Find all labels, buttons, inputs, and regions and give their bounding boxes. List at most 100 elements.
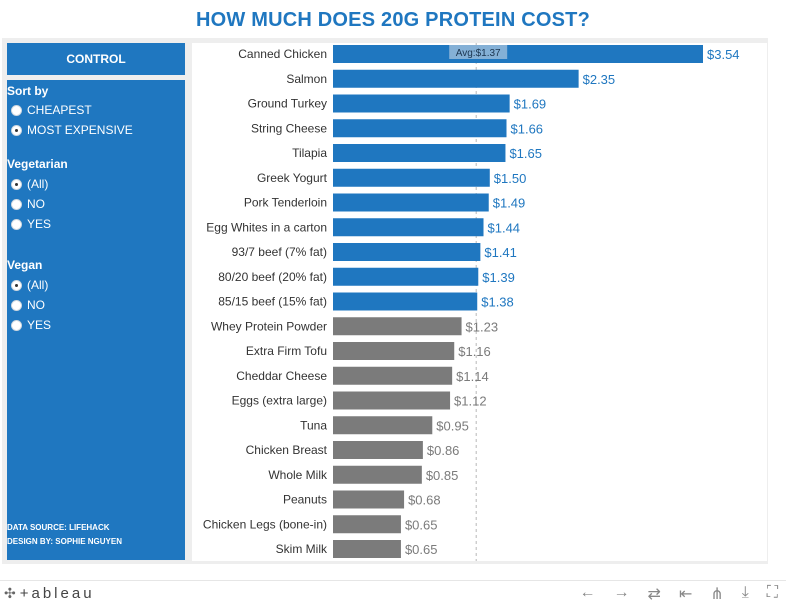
radio-vegetarian-all[interactable]: (All) <box>11 176 48 192</box>
radio-button-checked-icon <box>11 279 22 291</box>
bar[interactable] <box>333 168 490 187</box>
radio-vegan-no[interactable]: NO <box>11 297 45 313</box>
category-label: Canned Chicken <box>238 47 327 61</box>
bar[interactable] <box>333 292 478 311</box>
value-label: $1.12 <box>454 394 487 409</box>
category-label: 80/20 beef (20% fat) <box>218 270 327 284</box>
bar[interactable] <box>333 366 453 385</box>
category-label: Peanuts <box>283 493 327 507</box>
bar[interactable] <box>333 416 433 435</box>
value-label: $1.65 <box>509 146 542 161</box>
radio-button-icon <box>11 104 22 116</box>
protein-cost-bar-chart: Canned Chicken $3.54 Salmon $2.35 Ground Tur… <box>203 43 740 561</box>
value-label: $1.38 <box>481 295 514 310</box>
bar[interactable] <box>333 465 422 484</box>
radio-label: (All) <box>27 177 49 191</box>
value-label: $2.35 <box>583 72 616 87</box>
bar[interactable] <box>333 69 579 88</box>
chart-panel: Canned Chicken $3.54 Salmon $2.35 Ground Tur… <box>192 43 767 561</box>
radio-vegetarian-no[interactable]: NO <box>11 196 45 212</box>
bar[interactable] <box>333 540 401 558</box>
data-source-text: DATA SOURCE: LIFEHACK <box>7 523 110 532</box>
reset-icon[interactable]: ⇤ <box>678 586 693 603</box>
category-label: Salmon <box>286 72 327 86</box>
bar[interactable] <box>333 243 481 261</box>
radio-button-checked-icon <box>11 178 22 190</box>
category-label: Ground Turkey <box>248 97 327 111</box>
fullscreen-icon[interactable]: ⛶ <box>766 584 778 601</box>
share-icon[interactable]: ⋔ <box>710 586 724 603</box>
bar[interactable] <box>333 342 455 360</box>
category-label: Greek Yogurt <box>257 171 328 185</box>
value-label: $1.39 <box>482 270 515 285</box>
category-label: Whole Milk <box>268 468 328 482</box>
radio-label: CHEAPEST <box>27 103 92 117</box>
bar[interactable] <box>333 267 479 286</box>
credits: DATA SOURCE: LIFEHACK DESIGN BY: SOPHIE … <box>7 521 122 549</box>
value-label: $0.85 <box>426 468 459 483</box>
average-label-box <box>449 45 508 59</box>
radio-label: YES <box>27 318 52 332</box>
category-label: Chicken Legs (bone-in) <box>203 517 327 531</box>
bar[interactable] <box>333 144 506 162</box>
radio-button-icon <box>11 319 22 331</box>
tableau-mark-icon: ✣ <box>4 585 16 601</box>
category-label: Tilapia <box>292 146 327 160</box>
value-label: $1.23 <box>466 319 499 334</box>
category-label: Skim Milk <box>276 542 328 556</box>
radio-vegan-yes[interactable]: YES <box>11 317 51 333</box>
download-icon[interactable]: ⤓ <box>741 584 749 601</box>
vegan-label: Vegan <box>7 258 43 272</box>
radio-vegetarian-yes[interactable]: YES <box>11 216 51 232</box>
radio-label: MOST EXPENSIVE <box>27 123 133 137</box>
value-label: $1.41 <box>484 245 517 260</box>
radio-label: NO <box>27 197 45 211</box>
value-label: $1.50 <box>494 171 527 186</box>
value-label: $1.66 <box>511 121 544 136</box>
undo-icon[interactable]: ← <box>579 584 596 601</box>
category-label: Extra Firm Tofu <box>246 344 327 358</box>
bar[interactable] <box>333 193 489 212</box>
radio-sort-cheapest[interactable]: CHEAPEST <box>11 102 92 118</box>
radio-label: YES <box>27 217 52 231</box>
radio-label: NO <box>27 298 45 312</box>
category-label: 93/7 beef (7% fat) <box>232 245 327 259</box>
control-header: CONTROL <box>7 43 185 75</box>
bar[interactable] <box>333 515 401 534</box>
bar[interactable] <box>333 317 462 336</box>
value-label: $3.54 <box>707 47 740 62</box>
category-label: Eggs (extra large) <box>232 394 327 408</box>
category-label: Cheddar Cheese <box>236 369 327 383</box>
value-label: $0.68 <box>408 493 441 508</box>
redo-icon[interactable]: → <box>613 584 630 601</box>
value-label: $0.65 <box>405 542 438 557</box>
radio-button-icon <box>11 198 22 210</box>
value-label: $1.69 <box>514 97 547 112</box>
bar[interactable] <box>333 45 703 63</box>
radio-vegan-all[interactable]: (All) <box>11 277 48 293</box>
radio-sort-most-expensive[interactable]: MOST EXPENSIVE <box>11 122 133 138</box>
bar[interactable] <box>333 391 451 410</box>
tableau-toolbar: ✣ +ableau ← → ⇄ ⇤ ⋔ ⤓ ⛶ <box>0 580 786 610</box>
vegetarian-label: Vegetarian <box>7 157 68 171</box>
value-label: $1.16 <box>458 344 491 359</box>
bar[interactable] <box>333 218 484 237</box>
bar[interactable] <box>333 94 510 113</box>
bar[interactable] <box>333 119 507 138</box>
tableau-logo[interactable]: ✣ +ableau <box>4 585 95 602</box>
toolbar-icons: ← → ⇄ ⇤ ⋔ ⤓ ⛶ <box>580 584 779 604</box>
radio-button-icon <box>11 218 22 230</box>
bar[interactable] <box>333 490 405 509</box>
radio-button-checked-icon <box>11 124 22 136</box>
category-label: Tuna <box>300 418 327 432</box>
value-label: $0.95 <box>436 418 469 433</box>
value-label: $0.86 <box>427 443 460 458</box>
bar[interactable] <box>333 441 423 459</box>
category-label: Egg Whites in a carton <box>206 220 327 234</box>
tableau-logo-text: +ableau <box>19 585 95 602</box>
category-label: Pork Tenderloin <box>244 196 327 210</box>
value-label: $1.14 <box>456 369 489 384</box>
revert-icon[interactable]: ⇄ <box>647 586 661 603</box>
designer-credit-text: DESIGN BY: SOPHIE NGUYEN <box>7 537 122 546</box>
sort-by-label: Sort by <box>7 84 49 98</box>
